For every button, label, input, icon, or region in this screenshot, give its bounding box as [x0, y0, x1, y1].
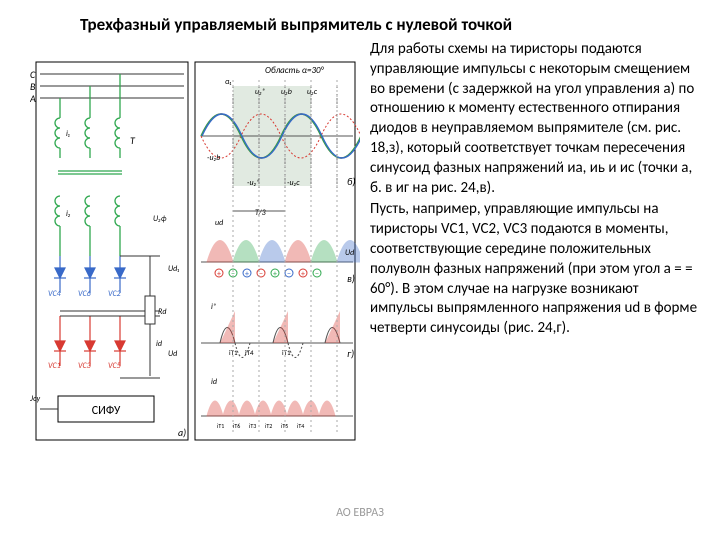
svg-text:+: + — [245, 269, 249, 279]
svg-text:u₂b: u₂b — [281, 87, 292, 97]
svg-text:−: − — [259, 269, 263, 279]
svg-text:Rd: Rd — [158, 307, 166, 317]
svg-text:Ud₁: Ud₁ — [168, 264, 179, 274]
svg-text:а): а) — [178, 426, 186, 439]
figure-rectifier-diagram: C B A T i₁ i₂ U₂ф VC4 VC6 VC2 — [30, 56, 360, 486]
svg-text:Uсу: Uсу — [30, 394, 40, 404]
phase-a-label: A — [30, 92, 36, 105]
svg-text:u₂c: u₂c — [307, 87, 318, 97]
svg-text:в): в) — [347, 272, 355, 285]
svg-text:VC5: VC5 — [108, 361, 121, 371]
svg-text:iT1: iT1 — [282, 348, 291, 357]
svg-text:VC1: VC1 — [48, 361, 61, 371]
svg-text:б): б) — [347, 175, 355, 188]
svg-text:iT3: iT3 — [249, 422, 256, 430]
svg-text:iₐ: iₐ — [211, 302, 216, 312]
svg-text:id: id — [211, 377, 217, 387]
svg-text:+: + — [273, 269, 277, 279]
paragraph-1: Для работы схемы на тиристоры подаются у… — [370, 40, 700, 198]
svg-text:iT1: iT1 — [217, 422, 224, 430]
svg-text:VC2: VC2 — [108, 289, 121, 299]
svg-text:−: − — [315, 269, 319, 279]
svg-text:+: + — [301, 269, 305, 279]
svg-text:-u₂ₐ: -u₂ₐ — [247, 178, 259, 188]
svg-text:+: + — [217, 269, 221, 279]
svg-text:i₁: i₁ — [66, 129, 70, 139]
svg-text:-u₂c: -u₂c — [287, 178, 300, 188]
svg-text:iT4: iT4 — [245, 348, 254, 357]
body-text: Для работы схемы на тиристоры подаются у… — [370, 40, 700, 341]
svg-text:α₁: α₁ — [225, 77, 232, 87]
svg-text:г): г) — [347, 347, 354, 360]
svg-text:VC6: VC6 — [78, 289, 91, 299]
svg-text:VC3: VC3 — [78, 361, 91, 371]
page-title: Трехфазный управляемый выпрямитель с нул… — [80, 14, 512, 35]
svg-text:u₂ₐ: u₂ₐ — [255, 87, 265, 97]
svg-text:iT4: iT4 — [297, 422, 304, 430]
svg-text:ud: ud — [215, 218, 223, 228]
svg-text:id: id — [156, 339, 162, 349]
svg-text:−: − — [287, 269, 291, 279]
svg-text:U₂ф: U₂ф — [153, 214, 167, 224]
svg-text:VC4: VC4 — [48, 289, 62, 299]
svg-text:Ud: Ud — [345, 248, 354, 258]
svg-text:iT1: iT1 — [229, 348, 238, 357]
svg-text:T/3: T/3 — [255, 208, 266, 218]
paragraph-2: Пусть, например, управляющие импульсы на… — [370, 200, 700, 339]
svg-text:Область α=30°: Область α=30° — [265, 65, 325, 76]
svg-text:iT6: iT6 — [233, 422, 240, 430]
sifu-box-label: СИФУ — [92, 404, 121, 418]
svg-text:iT2: iT2 — [265, 422, 272, 430]
svg-text:-u₂b: -u₂b — [207, 153, 220, 163]
svg-text:Ud: Ud — [168, 349, 177, 359]
footer-text: АО ЕВРАЗ — [0, 506, 720, 520]
svg-text:i₂: i₂ — [66, 209, 71, 219]
